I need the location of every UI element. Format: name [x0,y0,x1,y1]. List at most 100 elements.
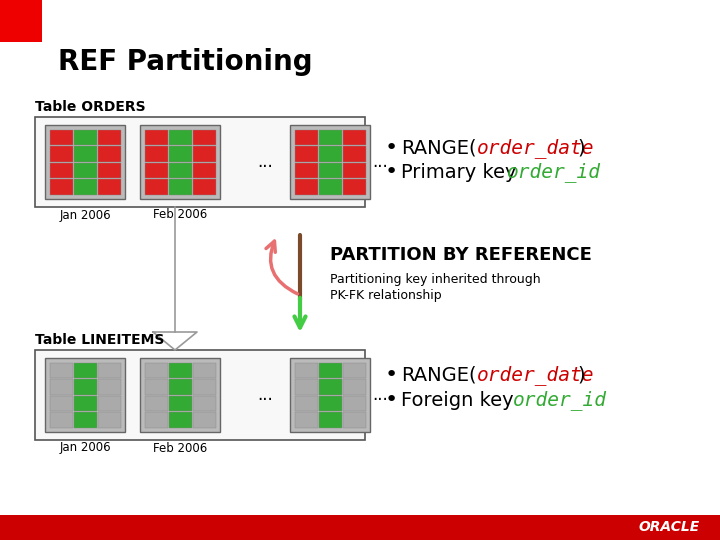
Bar [294,146,318,161]
Bar [73,163,96,178]
Bar [168,163,192,178]
Text: RANGE(: RANGE( [401,138,477,158]
Bar [192,412,215,428]
Bar [0,0,42,42]
Bar [145,146,168,161]
Bar [168,146,192,161]
Bar [140,125,220,199]
Text: RANGE(: RANGE( [401,366,477,384]
Text: order_id: order_id [507,162,601,182]
Bar [318,130,341,145]
Text: Primary key: Primary key [401,163,523,181]
Bar [50,130,73,145]
Bar [73,179,96,194]
Bar [50,179,73,194]
Bar [45,358,125,432]
Bar [0,515,720,540]
Text: PARTITION BY REFERENCE: PARTITION BY REFERENCE [330,246,592,264]
Text: Partitioning key inherited through: Partitioning key inherited through [330,273,541,287]
Bar [73,146,96,161]
Bar [290,125,370,199]
Bar [192,379,215,395]
Text: ): ) [577,366,585,384]
Text: ...: ... [257,386,273,404]
Bar [168,130,192,145]
Bar [50,362,73,378]
Bar [294,379,318,395]
Bar [97,412,120,428]
Bar [97,395,120,411]
Text: •: • [385,390,398,410]
Bar [343,146,366,161]
Bar [168,395,192,411]
Bar [294,412,318,428]
Bar [192,130,215,145]
Bar [73,395,96,411]
Bar [318,146,341,161]
Bar [294,163,318,178]
Bar [73,130,96,145]
Bar [35,350,365,440]
Bar [50,412,73,428]
Text: Jan 2006: Jan 2006 [59,442,111,455]
Bar [97,379,120,395]
Text: order_date: order_date [477,138,595,158]
Text: ...: ... [372,153,388,171]
Bar [97,179,120,194]
Bar [294,362,318,378]
Bar [97,163,120,178]
Bar [145,395,168,411]
Bar [343,130,366,145]
Bar [318,179,341,194]
Bar [318,395,341,411]
Bar [50,395,73,411]
Bar [192,362,215,378]
Bar [145,412,168,428]
Bar [318,379,341,395]
Bar [73,412,96,428]
Bar [294,395,318,411]
Text: Table ORDERS: Table ORDERS [35,100,145,114]
Text: order_date: order_date [477,365,595,385]
Text: Foreign key: Foreign key [401,390,520,409]
Bar [73,379,96,395]
Text: PK-FK relationship: PK-FK relationship [330,288,441,301]
Text: •: • [385,365,398,385]
Bar [50,146,73,161]
Bar [192,163,215,178]
Bar [294,130,318,145]
Text: Feb 2006: Feb 2006 [153,442,207,455]
Bar [168,179,192,194]
Bar [192,146,215,161]
Bar [343,412,366,428]
Bar [50,379,73,395]
Bar [45,125,125,199]
Text: REF Partitioning: REF Partitioning [58,48,312,76]
Bar [97,130,120,145]
Bar [145,379,168,395]
Bar [168,412,192,428]
Bar [318,412,341,428]
Text: •: • [385,162,398,182]
Bar [192,179,215,194]
Bar [343,179,366,194]
Text: Table LINEITEMS: Table LINEITEMS [35,333,164,347]
Bar [73,362,96,378]
Text: ORACLE: ORACLE [639,520,700,534]
Bar [343,395,366,411]
Bar [192,395,215,411]
Bar [35,117,365,207]
Text: ): ) [577,138,585,158]
Bar [318,362,341,378]
Bar [145,179,168,194]
Bar [318,163,341,178]
Text: ...: ... [372,386,388,404]
Bar [290,358,370,432]
Text: Feb 2006: Feb 2006 [153,208,207,221]
Text: Jan 2006: Jan 2006 [59,208,111,221]
Bar [343,362,366,378]
Text: ...: ... [257,153,273,171]
Bar [97,362,120,378]
Bar [140,358,220,432]
Bar [145,130,168,145]
